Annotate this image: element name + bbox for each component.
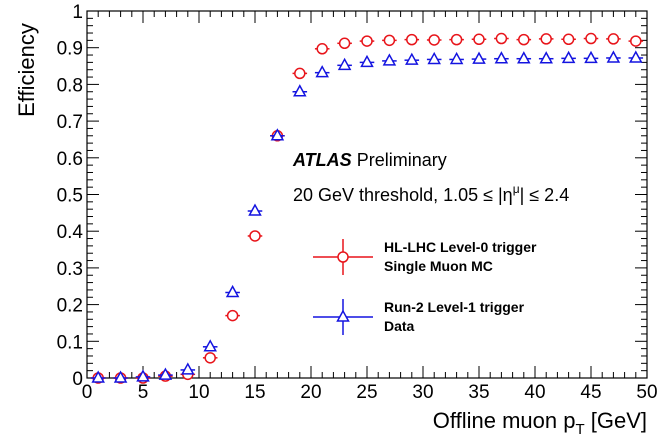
x-tick-label: 5 — [138, 382, 149, 403]
data-point — [449, 51, 464, 65]
x-axis-title-unit: [GeV] — [585, 408, 647, 433]
data-point — [382, 53, 397, 66]
y-axis-title: Efficiency — [14, 23, 39, 117]
legend-entry-hl-lhc: HL-LHC Level-0 trigger Single Muon MC — [313, 239, 537, 275]
threshold-sup: μ — [513, 182, 520, 196]
data-point — [181, 362, 195, 375]
y-tick-label: 0.9 — [57, 39, 83, 60]
y-tick-label: 0.5 — [57, 186, 83, 207]
data-point — [517, 51, 531, 64]
series-1 — [90, 50, 644, 383]
x-tick-label: 15 — [244, 382, 265, 403]
y-tick-label: 0.3 — [57, 259, 83, 280]
atlas-label: ATLAS Preliminary — [292, 150, 447, 170]
data-point — [249, 230, 261, 242]
legend-marker-triangle-run2 — [336, 309, 350, 322]
data-point — [473, 33, 485, 46]
data-point — [204, 352, 216, 364]
data-point — [585, 32, 597, 45]
y-tick-label: 0.2 — [57, 296, 83, 317]
legend-entry-run2: Run-2 Level-1 trigger Data — [313, 299, 525, 335]
x-axis-title-main: Offline muon p — [433, 408, 576, 433]
x-tick-label: 20 — [300, 382, 321, 403]
data-point — [225, 284, 240, 298]
threshold-prefix: 20 GeV threshold, 1.05 ≤ |η — [293, 185, 513, 205]
y-tick-label: 0.8 — [57, 75, 83, 96]
data-point — [427, 51, 441, 65]
data-point — [226, 309, 239, 322]
legend-label-run2-line1: Run-2 Level-1 trigger — [384, 299, 525, 315]
atlas-experiment: ATLAS — [292, 150, 352, 170]
data-point — [450, 33, 463, 46]
data-point — [518, 33, 530, 46]
x-tick-label: 25 — [356, 382, 377, 403]
x-axis-title: Offline muon pT [GeV] — [433, 408, 647, 438]
data-point — [203, 339, 217, 352]
y-tick-label: 1 — [72, 2, 83, 23]
data-point — [316, 43, 328, 55]
y-tick-label: 0.6 — [57, 149, 83, 170]
data-point — [630, 35, 642, 47]
y-tick-label: 0.7 — [57, 112, 83, 133]
x-tick-label: 40 — [524, 382, 545, 403]
data-point — [606, 50, 621, 63]
data-point — [406, 33, 418, 46]
x-tick-label: 50 — [636, 382, 657, 403]
data-point — [584, 50, 598, 64]
data-point — [293, 84, 307, 97]
data-point — [248, 203, 262, 216]
series-0 — [90, 32, 644, 384]
x-tick-label: 10 — [188, 382, 209, 403]
data-point — [337, 57, 352, 71]
threshold-suffix: | ≤ 2.4 — [520, 185, 570, 205]
y-tick-label: 0.1 — [57, 332, 83, 353]
data-point — [360, 54, 374, 68]
data-point — [539, 51, 553, 64]
legend: HL-LHC Level-0 trigger Single Muon MC Ru… — [313, 239, 537, 335]
y-tick-label: 0.4 — [57, 222, 84, 243]
x-tick-label: 35 — [468, 382, 489, 403]
x-tick-label: 45 — [580, 382, 601, 403]
data-point — [472, 51, 486, 64]
data-point — [91, 370, 105, 383]
data-point — [607, 33, 620, 45]
data-point — [561, 50, 576, 64]
data-point — [405, 52, 419, 65]
y-tick-label: 0 — [72, 369, 83, 390]
legend-label-hl-lhc-line1: HL-LHC Level-0 trigger — [384, 239, 537, 255]
data-point — [540, 33, 552, 45]
data-point — [361, 35, 373, 47]
legend-label-run2-line2: Data — [384, 318, 415, 334]
data-point — [562, 33, 575, 46]
data-point — [294, 67, 306, 80]
data-point — [315, 65, 329, 78]
data-point — [629, 50, 643, 63]
data-point — [428, 34, 440, 46]
data-point — [495, 32, 508, 45]
atlas-status: Preliminary — [357, 150, 447, 170]
data-point — [136, 369, 150, 382]
x-tick-label: 30 — [412, 382, 433, 403]
data-point — [494, 51, 509, 64]
data-point — [113, 370, 128, 383]
data-point — [338, 37, 351, 50]
legend-label-hl-lhc-line2: Single Muon MC — [384, 258, 493, 274]
data-point — [270, 128, 285, 141]
data-point — [383, 34, 396, 47]
x-axis-title-sub: T — [575, 421, 584, 438]
threshold-label: 20 GeV threshold, 1.05 ≤ |ημ| ≤ 2.4 — [293, 182, 569, 205]
data-point — [158, 367, 173, 380]
x-tick-label: 0 — [82, 382, 93, 403]
legend-marker-circle-hl-lhc — [337, 251, 349, 263]
